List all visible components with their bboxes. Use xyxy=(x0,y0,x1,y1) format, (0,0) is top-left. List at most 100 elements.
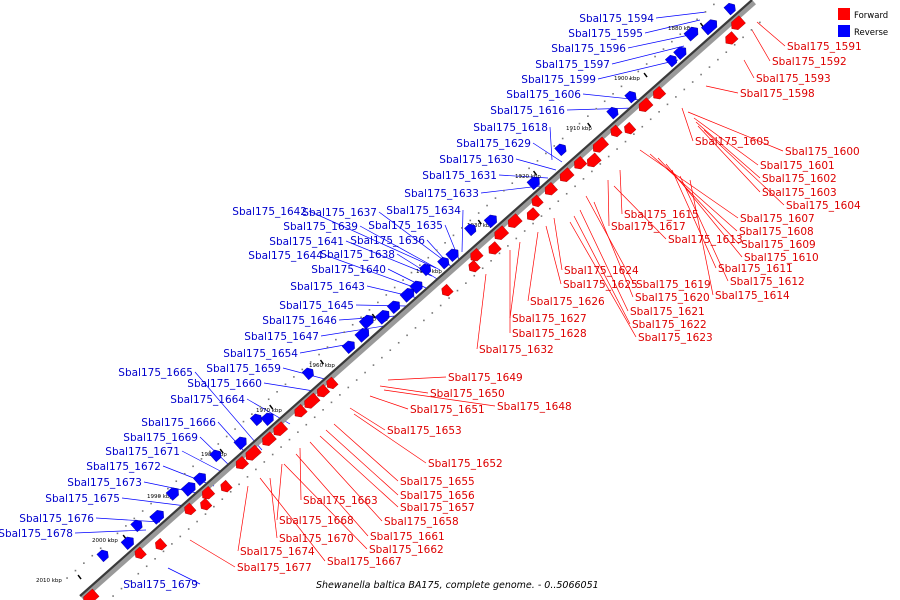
leader-line xyxy=(359,225,441,271)
axis-tick-label: 1960 kbp xyxy=(309,363,335,369)
leader-line xyxy=(751,29,771,62)
leader-line xyxy=(283,463,368,550)
reverse-gene xyxy=(130,519,143,533)
reverse-gene xyxy=(483,214,497,229)
leader-line xyxy=(189,539,236,568)
reverse-gene xyxy=(260,412,274,427)
minor-tick xyxy=(549,207,551,210)
gene-label: Sbal175_1669 xyxy=(123,432,198,444)
minor-tick xyxy=(717,58,719,61)
leader-line xyxy=(597,59,679,80)
leader-line xyxy=(671,169,717,269)
gene-label: Sbal175_1656 xyxy=(400,490,475,502)
gene-label: Sbal175_1603 xyxy=(762,187,837,199)
gene-label: Sbal175_1664 xyxy=(170,394,245,406)
gene-label: Sbal175_1673 xyxy=(67,477,142,489)
leader-line xyxy=(532,142,563,163)
minor-tick xyxy=(427,256,430,259)
leader-line xyxy=(566,107,635,111)
minor-tick xyxy=(498,252,501,255)
minor-tick xyxy=(297,431,299,433)
minor-tick xyxy=(368,309,371,311)
leader-line xyxy=(573,215,631,325)
leader-line xyxy=(295,453,369,537)
leader-line xyxy=(553,217,563,271)
gene-label: Sbal175_1678 xyxy=(0,528,73,540)
gene-label: Sbal175_1608 xyxy=(739,226,814,238)
minor-tick xyxy=(402,279,404,281)
legend-reverse-swatch xyxy=(838,25,850,37)
reverse-gene xyxy=(149,510,164,525)
minor-tick xyxy=(288,438,291,441)
leader-line xyxy=(480,185,541,194)
leader-line xyxy=(320,325,385,337)
reverse-gene xyxy=(526,176,540,191)
forward-gene xyxy=(587,152,602,168)
gene-label: Sbal175_1601 xyxy=(760,160,835,172)
gene-label: Sbal175_1623 xyxy=(638,332,713,344)
gene-label: Sbal175_1622 xyxy=(632,319,707,331)
reverse-gene xyxy=(418,263,432,277)
gene-features xyxy=(83,2,746,600)
gene-label: Sbal175_1668 xyxy=(279,515,354,527)
axis-tick-label: 2010 kbp xyxy=(36,578,62,584)
minor-tick xyxy=(259,405,262,408)
minor-tick xyxy=(372,364,375,366)
minor-tick xyxy=(536,160,539,162)
minor-tick xyxy=(66,577,68,579)
minor-tick xyxy=(603,100,606,103)
minor-tick xyxy=(419,264,421,266)
minor-tick xyxy=(511,182,514,185)
gene-label: Sbal175_1597 xyxy=(535,59,610,71)
gene-label: Sbal175_1636 xyxy=(350,235,425,247)
minor-tick xyxy=(154,558,156,560)
minor-tick xyxy=(242,420,245,423)
gene-label: Sbal175_1637 xyxy=(302,207,377,219)
axis-tick-label: 1900 kbp xyxy=(614,76,640,82)
leader-line xyxy=(259,477,326,562)
gene-label: Sbal175_1644 xyxy=(248,250,323,262)
leader-line xyxy=(324,254,417,289)
leader-line xyxy=(515,158,557,171)
minor-tick xyxy=(545,152,547,155)
minor-tick xyxy=(725,51,728,54)
leader-line xyxy=(333,423,399,482)
gene-label: Sbal175_1649 xyxy=(448,372,523,384)
gene-label: Sbal175_1618 xyxy=(473,122,548,134)
reverse-gene xyxy=(180,482,196,497)
gene-label: Sbal175_1679 xyxy=(123,579,198,591)
minor-tick xyxy=(507,245,509,247)
minor-tick xyxy=(141,510,144,512)
forward-gene xyxy=(134,546,147,560)
forward-gene xyxy=(262,431,277,446)
minor-tick xyxy=(591,170,593,173)
leader-line xyxy=(743,59,755,79)
leader-line xyxy=(319,435,399,508)
forward-gene xyxy=(725,31,739,45)
leader-line xyxy=(579,209,629,312)
gene-label: Sbal175_1596 xyxy=(551,43,626,55)
leader-line xyxy=(695,121,761,179)
leader-line xyxy=(461,209,464,253)
reverse-gene xyxy=(120,536,134,551)
forward-gene xyxy=(155,537,168,551)
forward-gene xyxy=(470,247,484,262)
leader-line xyxy=(611,45,685,65)
reverse-gene xyxy=(341,340,355,355)
minor-tick xyxy=(448,297,450,299)
forward-gene xyxy=(304,392,321,409)
minor-tick xyxy=(658,111,660,113)
gene-label: Sbal175_1653 xyxy=(387,425,462,437)
minor-tick xyxy=(301,368,304,371)
minor-tick xyxy=(675,96,677,98)
minor-tick xyxy=(343,331,346,334)
gene-label: Sbal175_1602 xyxy=(762,173,837,185)
leader-line xyxy=(237,485,249,552)
gene-label: Sbal175_1628 xyxy=(512,328,587,340)
gene-label: Sbal175_1642 xyxy=(232,206,307,218)
leader-line xyxy=(276,463,283,521)
reverse-gene xyxy=(386,300,400,315)
leader-line xyxy=(681,107,694,142)
forward-gene xyxy=(317,383,331,398)
gene-label: Sbal175_1632 xyxy=(479,344,554,356)
